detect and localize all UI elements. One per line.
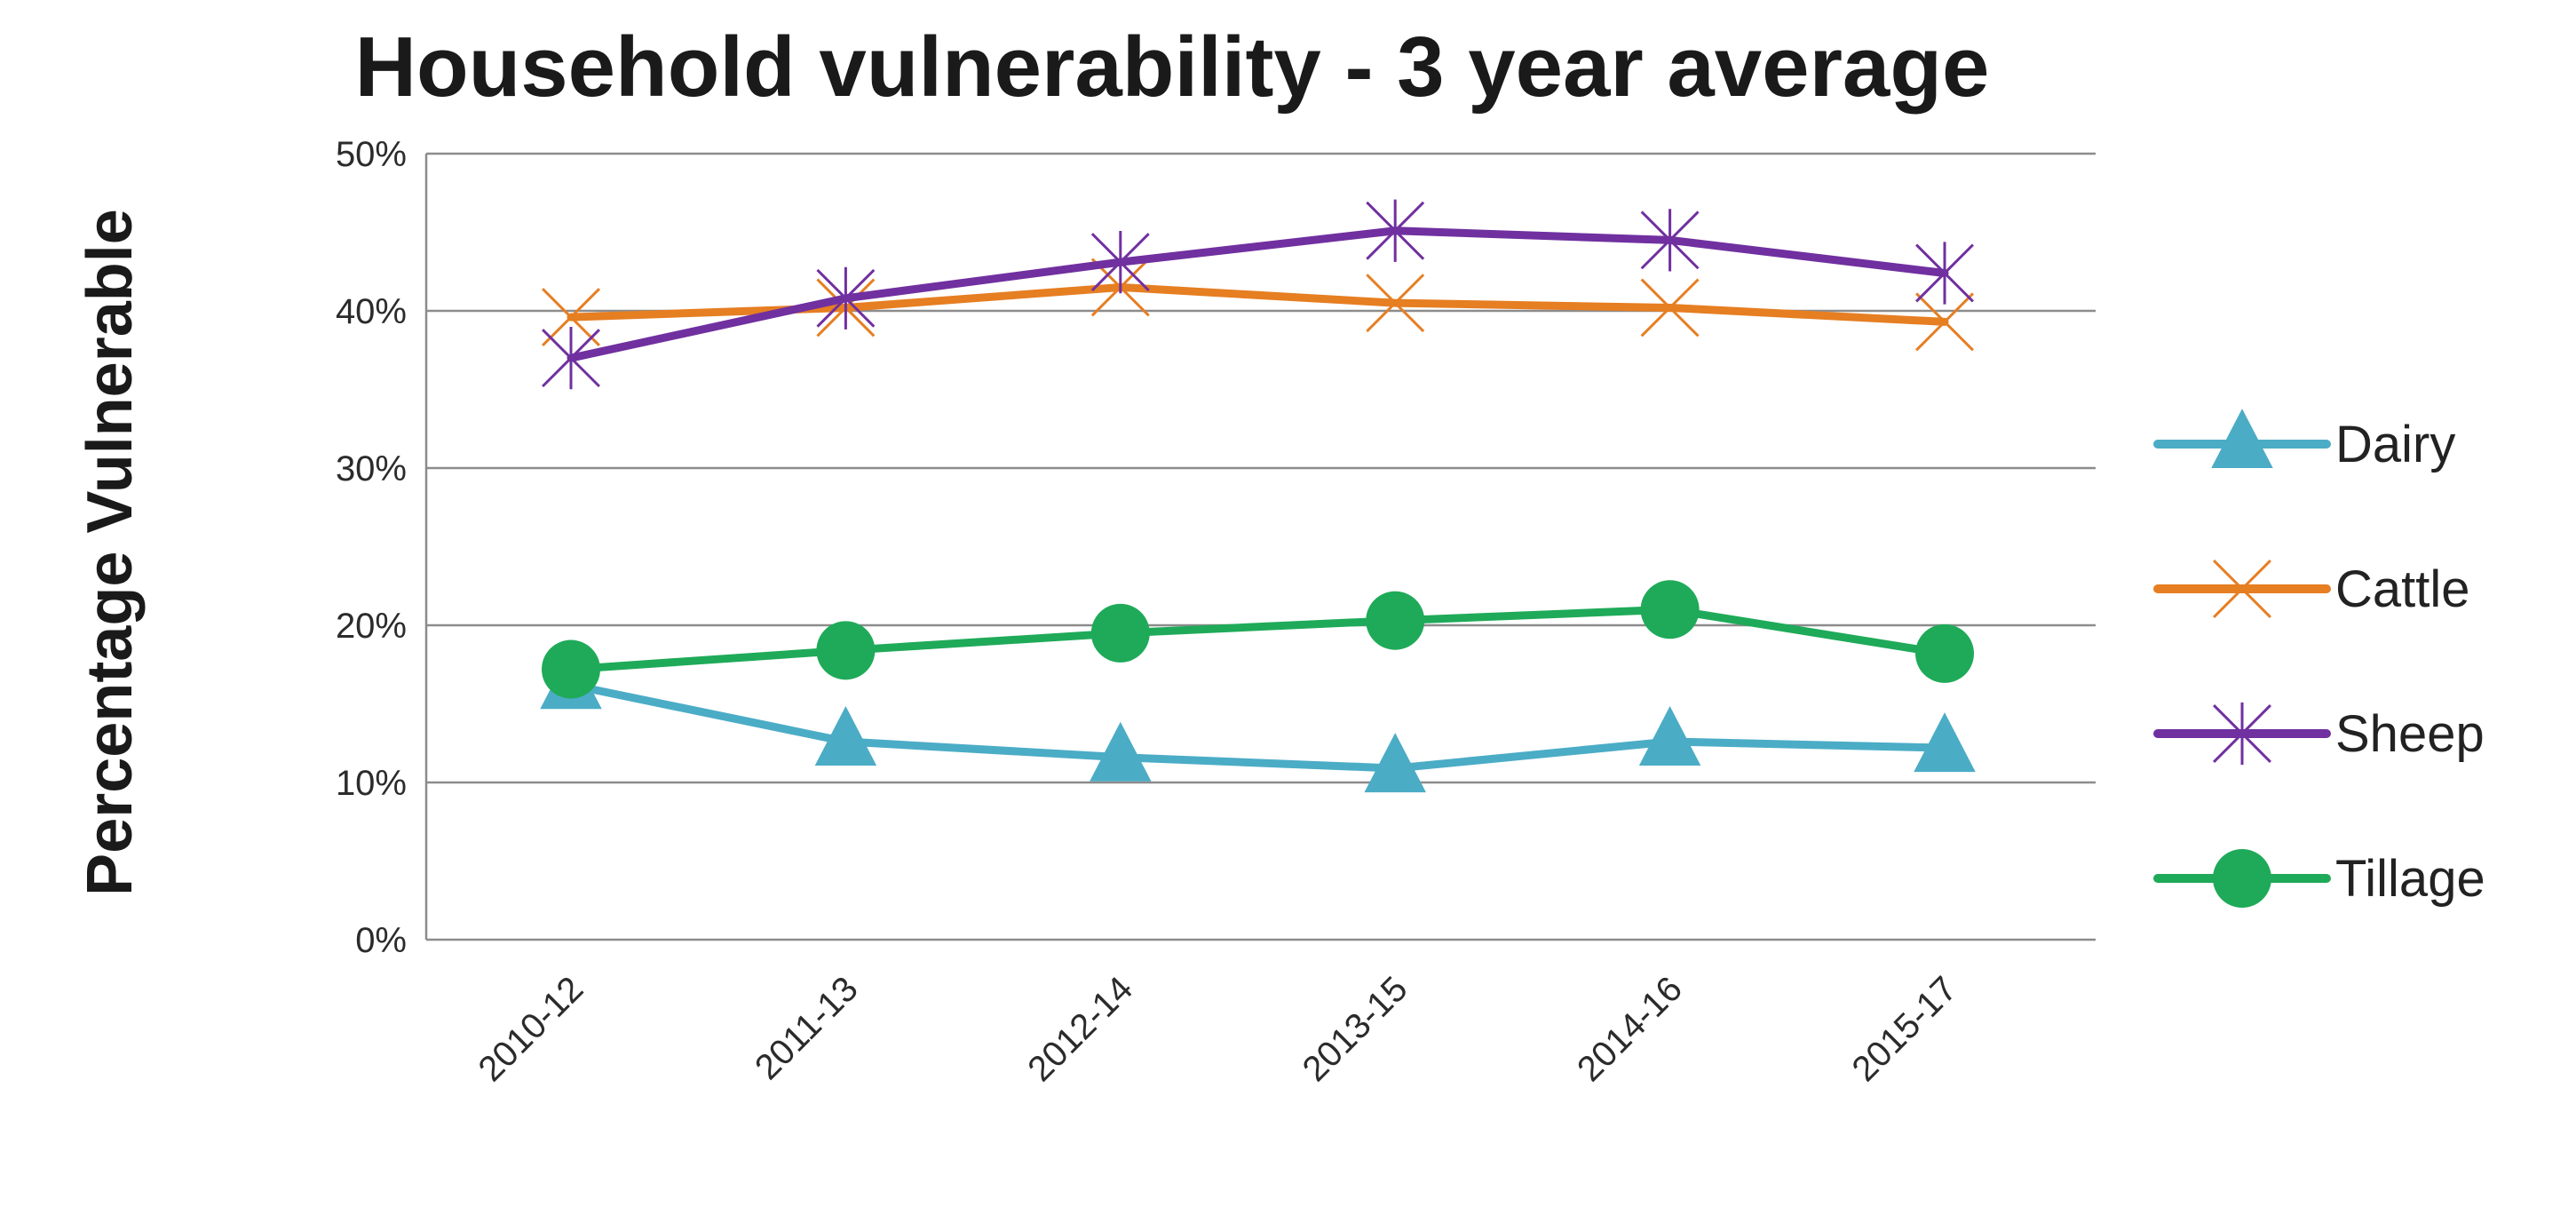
ticks-layer: 0% 10% 20% 30% 40% 50% 2010-12 2011-13 2012-14 20… [336,135,1964,1089]
legend-item-tillage: Tillage [2153,849,2485,908]
data-point [1915,292,1974,352]
chart-title: Household vulnerability - 3 year average [355,20,1990,115]
x-tick-label: 2012-14 [1020,969,1140,1089]
legend-item-sheep: Sheep [2153,702,2485,766]
x-tick-label: 2015-17 [1844,969,1964,1089]
legend-label: Dairy [2335,416,2455,473]
data-point [1366,274,1425,333]
y-tick-label: 10% [336,764,407,803]
data-point-stroke [1640,278,1700,338]
x-tick-label: 2013-15 [1296,969,1415,1089]
data-point-stroke [2213,560,2271,618]
series-line-sheep [567,226,1949,362]
series-sheep [542,199,1974,390]
series-line-dairy [567,680,1949,773]
data-point [542,327,600,390]
data-point [1366,199,1425,262]
data-point-stroke [1915,292,1974,352]
data-point [542,288,600,347]
data-point [1090,231,1150,294]
data-point [1366,591,1425,650]
data-point [2213,702,2271,766]
x-tick-label: 2011-13 [748,969,866,1087]
x-tick-label: 2010-12 [471,969,590,1089]
data-point [2211,409,2273,469]
legend-label: Sheep [2335,705,2485,763]
data-point [542,639,600,699]
series-layer [540,199,1976,793]
legend-item-cattle: Cattle [2153,560,2470,618]
data-point [1640,278,1700,338]
data-point [816,621,876,680]
grid-layer [424,152,2096,941]
series-cattle [542,258,1974,352]
y-tick-label: 30% [336,449,407,488]
y-tick-label: 0% [355,921,407,960]
x-tick-label: 2014-16 [1570,969,1690,1089]
data-point [1638,706,1701,766]
data-point [1640,209,1700,272]
series-line-tillage [567,605,1949,674]
data-point [1640,580,1700,639]
legend: Dairy Cattle Sheep Tillage [2153,409,2485,908]
data-point [1090,603,1150,663]
series-tillage [542,580,1974,699]
data-point [1915,242,1974,305]
y-tick-label: 50% [336,135,407,174]
data-point [1090,721,1152,782]
legend-label: Cattle [2335,560,2470,618]
data-point [1914,712,1976,773]
data-point [1364,733,1426,793]
data-point [814,706,877,766]
data-point-stroke [1366,274,1425,333]
series-dairy [540,649,1976,793]
y-tick-label: 40% [336,292,407,331]
legend-label: Tillage [2335,850,2485,908]
data-point [2213,560,2271,618]
data-point [1915,623,1974,683]
y-tick-label: 20% [336,607,407,646]
y-axis-title: Percentage Vulnerable [75,209,146,896]
data-point [816,266,876,330]
data-point [2213,849,2271,908]
data-point-stroke [542,288,600,347]
legend-item-dairy: Dairy [2153,409,2455,473]
